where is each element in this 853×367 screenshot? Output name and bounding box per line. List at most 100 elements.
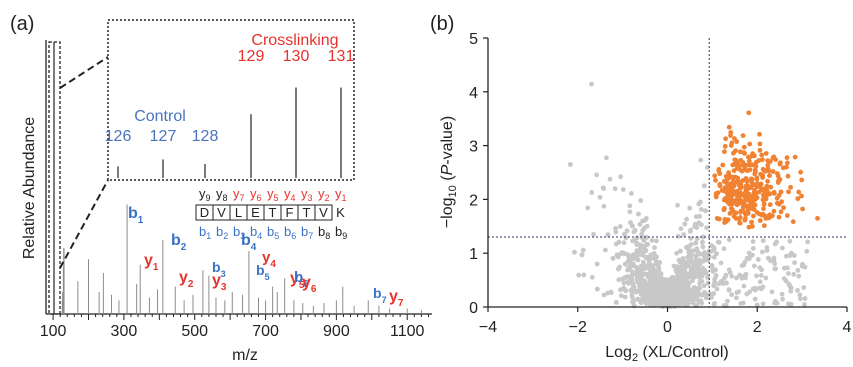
residue: E — [251, 205, 260, 220]
x-tick-label-b: 4 — [843, 319, 852, 336]
volcano-point — [632, 271, 638, 277]
volcano-point — [712, 276, 718, 282]
panel-a-label: (a) — [10, 13, 34, 35]
volcano-point — [788, 184, 793, 190]
volcano-point — [677, 248, 683, 254]
volcano-point — [643, 285, 648, 291]
volcano-point — [631, 229, 637, 235]
residue: T — [303, 205, 311, 220]
volcano-point — [752, 171, 758, 177]
y-tick-label-b: 3 — [469, 139, 478, 156]
volcano-point — [721, 246, 727, 252]
x-tick-label-b: −4 — [479, 319, 497, 336]
volcano-point — [616, 239, 622, 245]
volcano-point — [757, 218, 763, 223]
volcano-point — [748, 185, 754, 191]
volcano-point — [776, 214, 782, 220]
volcano-point — [740, 208, 746, 214]
volcano-point — [695, 290, 701, 296]
y-tick-label-b: 0 — [469, 300, 478, 317]
volcano-point — [580, 247, 586, 253]
volcano-point — [772, 266, 778, 272]
volcano-point — [805, 239, 811, 245]
volcano-point — [747, 162, 753, 168]
volcano-point — [765, 162, 771, 168]
volcano-point — [763, 215, 769, 221]
sequence-y-ion: y9 — [199, 186, 211, 203]
volcano-point — [613, 226, 618, 231]
volcano-point — [669, 287, 674, 292]
volcano-point — [572, 249, 577, 255]
volcano-point — [651, 279, 657, 285]
volcano-point — [760, 249, 765, 255]
volcano-point — [684, 301, 690, 307]
sequence-b-ion: b2 — [216, 224, 228, 241]
zoom-region-box — [48, 41, 61, 315]
fragment-label-y6: y6 — [302, 274, 317, 295]
residue: F — [286, 205, 294, 220]
volcano-point — [628, 288, 634, 293]
volcano-point — [746, 154, 751, 160]
volcano-point — [777, 177, 783, 182]
volcano-point — [605, 232, 611, 237]
volcano-point — [801, 285, 807, 290]
volcano-point — [628, 191, 634, 196]
sequence-y-ion: y4 — [284, 186, 296, 203]
volcano-point — [706, 254, 712, 260]
volcano-point — [619, 276, 625, 282]
volcano-point — [700, 258, 706, 264]
volcano-point — [778, 189, 784, 195]
residue: V — [319, 205, 328, 220]
volcano-point — [627, 203, 633, 209]
volcano-point — [656, 276, 662, 281]
fragment-label-y5: y5 — [290, 270, 305, 291]
volcano-point — [734, 202, 740, 208]
volcano-point — [768, 184, 774, 190]
volcano-point — [802, 296, 808, 301]
volcano-point — [738, 182, 744, 187]
fragment-label-b1: b1 — [128, 205, 144, 226]
volcano-point — [740, 178, 746, 183]
volcano-point — [684, 216, 690, 222]
volcano-point — [585, 205, 591, 211]
volcano-point — [725, 298, 730, 304]
reporter-channel-label: 126 — [105, 128, 132, 145]
volcano-point — [567, 162, 573, 167]
volcano-point — [802, 264, 808, 270]
volcano-point — [703, 208, 708, 214]
volcano-point — [800, 206, 805, 212]
volcano-point — [750, 286, 756, 292]
volcano-point — [688, 269, 694, 275]
volcano-point — [795, 196, 801, 202]
x-tick-label-b: 2 — [753, 319, 762, 336]
x-tick-label-a: 300 — [111, 323, 138, 340]
volcano-point — [638, 242, 643, 248]
volcano-point — [694, 246, 700, 252]
volcano-point — [607, 176, 613, 182]
volcano-point — [777, 160, 783, 166]
y-tick-label-b: 5 — [469, 31, 478, 48]
volcano-point — [686, 248, 692, 254]
volcano-point — [744, 255, 750, 261]
volcano-point — [731, 198, 737, 204]
volcano-point — [650, 289, 656, 295]
volcano-point — [622, 261, 628, 267]
volcano-point — [740, 160, 746, 166]
volcano-point — [693, 254, 699, 260]
volcano-point — [798, 169, 804, 175]
volcano-point — [784, 164, 789, 170]
sequence-y-ion: y8 — [216, 186, 228, 203]
volcano-point — [603, 155, 609, 161]
volcano-point — [682, 221, 688, 227]
volcano-point — [774, 195, 780, 201]
volcano-point — [700, 244, 706, 250]
volcano-point — [639, 252, 645, 258]
volcano-point — [718, 260, 724, 266]
x-tick-label-a: 700 — [252, 323, 279, 340]
volcano-point — [759, 187, 765, 192]
volcano-point — [581, 272, 587, 278]
volcano-point — [764, 188, 770, 194]
volcano-point — [746, 110, 752, 116]
volcano-point — [622, 294, 628, 300]
volcano-point — [727, 201, 732, 207]
